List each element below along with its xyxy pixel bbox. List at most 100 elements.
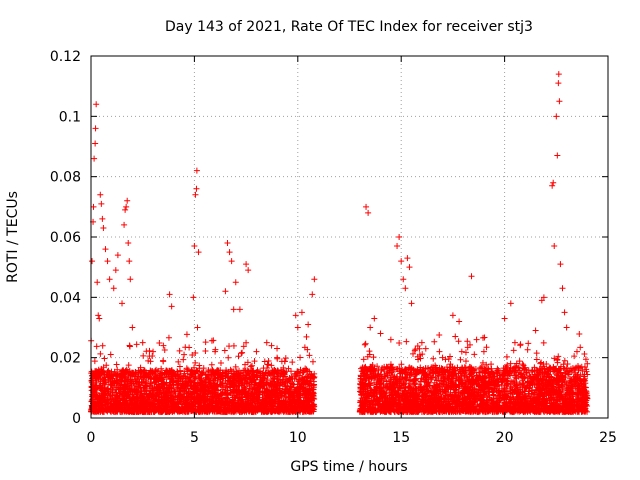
data-point: [232, 363, 239, 370]
data-point: [115, 396, 122, 403]
data-point: [237, 394, 244, 401]
data-point: [197, 379, 204, 386]
data-point: [130, 401, 137, 408]
data-point: [121, 375, 128, 382]
chart-title: Day 143 of 2021, Rate Of TEC Index for r…: [165, 19, 533, 35]
data-point: [471, 351, 478, 358]
data-point: [148, 385, 155, 392]
data-point: [281, 373, 288, 380]
data-point: [263, 408, 270, 415]
data-point: [221, 404, 228, 411]
data-point: [119, 390, 126, 397]
data-point: [88, 377, 95, 384]
data-point: [104, 377, 111, 384]
data-point: [140, 352, 147, 359]
data-point: [156, 340, 163, 347]
data-point: [101, 355, 108, 362]
data-point: [571, 353, 578, 360]
data-point: [137, 391, 144, 398]
data-point: [245, 391, 252, 398]
data-point: [230, 386, 237, 393]
data-point: [464, 338, 471, 345]
data-point: [517, 341, 524, 348]
data-point: [140, 398, 147, 405]
data-point: [164, 388, 171, 395]
data-point: [311, 373, 318, 380]
data-point: [222, 386, 229, 393]
data-point: [104, 386, 111, 393]
data-point: [227, 384, 234, 391]
data-point: [229, 397, 236, 404]
data-point: [165, 334, 172, 341]
data-point: [239, 349, 246, 356]
data-point: [169, 369, 176, 376]
data-point: [297, 354, 304, 361]
data-point: [106, 373, 113, 380]
data-point: [269, 368, 276, 375]
data-point: [309, 395, 316, 402]
data-point: [161, 385, 168, 392]
data-point: [162, 408, 169, 415]
data-point: [294, 385, 301, 392]
data-point: [132, 369, 139, 376]
data-point: [224, 391, 231, 398]
data-point: [227, 408, 234, 415]
data-point: [239, 389, 246, 396]
data-point: [132, 386, 139, 393]
data-point: [286, 385, 293, 392]
data-point: [300, 402, 307, 409]
data-point: [271, 391, 278, 398]
data-points: [88, 71, 591, 415]
data-point: [257, 374, 264, 381]
data-point: [233, 371, 240, 378]
data-point: [141, 367, 148, 374]
data-point: [267, 382, 274, 389]
data-point: [94, 408, 101, 415]
data-point: [217, 360, 224, 367]
data-point: [282, 355, 289, 362]
data-point: [273, 407, 280, 414]
data-point: [309, 358, 316, 365]
data-point: [190, 384, 197, 391]
data-point: [210, 337, 217, 344]
data-point: [238, 369, 245, 376]
data-point: [166, 382, 173, 389]
data-point: [158, 365, 165, 372]
data-point: [151, 395, 158, 402]
data-point: [100, 378, 107, 385]
data-point: [205, 366, 212, 373]
data-point: [207, 371, 214, 378]
data-point: [190, 367, 197, 374]
data-point: [116, 372, 123, 379]
data-point: [136, 379, 143, 386]
data-point: [93, 343, 100, 350]
data-point: [230, 342, 237, 349]
data-point: [129, 404, 136, 411]
data-point: [171, 388, 178, 395]
data-point: [251, 358, 258, 365]
data-point: [411, 347, 418, 354]
data-point: [177, 387, 184, 394]
data-point: [180, 373, 187, 380]
data-point: [158, 378, 165, 385]
data-point: [219, 396, 226, 403]
data-point: [206, 377, 213, 384]
data-point: [108, 382, 115, 389]
data-point: [125, 362, 132, 369]
data-point: [230, 368, 237, 375]
data-point: [147, 358, 154, 365]
data-point: [218, 401, 225, 408]
data-point: [191, 396, 198, 403]
data-point: [175, 382, 182, 389]
data-point: [261, 400, 268, 407]
data-point: [183, 365, 190, 372]
data-point: [261, 375, 268, 382]
data-point: [244, 394, 251, 401]
data-point: [181, 368, 188, 375]
data-point: [222, 370, 229, 377]
data-point: [279, 389, 286, 396]
data-point: [180, 406, 187, 413]
data-point: [185, 366, 192, 373]
data-point: [524, 346, 531, 353]
